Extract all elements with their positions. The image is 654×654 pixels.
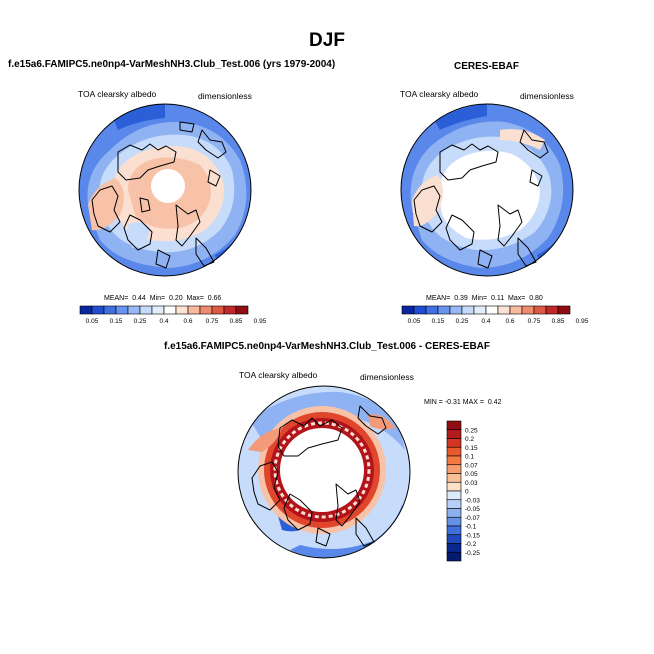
colorbar-tick-label: 0.15 [465, 445, 478, 452]
colorbar-tick-label: 0.85 [230, 318, 243, 325]
colorbar-tick-label: 0.07 [465, 462, 478, 469]
colorbar-tick-label: 0.95 [576, 318, 589, 325]
colorbar-tick-label: 0.6 [183, 318, 192, 325]
colorbar-swatch [533, 305, 547, 315]
colorbar-tick-label: 0.03 [465, 480, 478, 487]
colorbar-tick-label: 0 [465, 489, 469, 496]
colorbar-swatch [449, 305, 463, 315]
colorbar-swatch [401, 305, 415, 315]
colorbar-tick-label: 0.25 [134, 318, 147, 325]
panel1-title: f.e15a6.FAMIPC5.ne0np4-VarMeshNH3.Club_T… [8, 59, 336, 70]
panel2-variable-label: TOA clearsky albedo [400, 89, 479, 99]
colorbar-swatch [425, 305, 439, 315]
colorbar-swatch [446, 543, 462, 553]
colorbar-swatch [91, 305, 105, 315]
colorbar-tick-label: 0.05 [465, 471, 478, 478]
colorbar-swatch [446, 508, 462, 518]
colorbar-swatch [187, 305, 201, 315]
colorbar-tick-label: -0.1 [465, 524, 477, 531]
panel2-map [400, 103, 574, 277]
colorbar-swatch [79, 305, 93, 315]
panel3-map [237, 385, 411, 559]
colorbar-tick-label: 0.1 [465, 454, 474, 461]
panel3-units-label: dimensionless [360, 372, 414, 382]
colorbar-swatch [545, 305, 559, 315]
colorbar-swatch [115, 305, 129, 315]
colorbar-swatch [521, 305, 535, 315]
colorbar-swatch [446, 446, 462, 457]
colorbar-swatch [446, 473, 462, 483]
colorbar-swatch [446, 438, 462, 448]
colorbar-swatch [446, 455, 462, 466]
panel1-units-label: dimensionless [198, 91, 252, 101]
panel3-colorbar: 0.25 0.2 0.15 0.10.07 0.05 0.03 0-0.03 -0.05 -0.… [446, 420, 480, 562]
panel3-title: f.e15a6.FAMIPC5.ne0np4-VarMeshNH3.Club_T… [163, 341, 491, 352]
colorbar-tick-label: 0.2 [465, 436, 474, 443]
colorbar-swatch [175, 305, 189, 315]
colorbar-tick-label: 0.75 [528, 318, 541, 325]
colorbar-swatch [473, 305, 487, 315]
colorbar-swatch [485, 305, 499, 315]
page-title: DJF [309, 30, 345, 51]
panel2-title: CERES-EBAF [454, 61, 520, 72]
colorbar-swatch [446, 525, 462, 536]
colorbar-swatch [446, 516, 462, 527]
colorbar-tick-label: 0.15 [432, 318, 445, 325]
colorbar-swatch [509, 305, 523, 315]
colorbar-tick-label: 0.4 [159, 318, 168, 325]
colorbar-swatch [461, 305, 475, 315]
colorbar-swatch [446, 551, 462, 562]
colorbar-tick-label: 0.25 [456, 318, 469, 325]
colorbar-tick-label: 0.85 [552, 318, 565, 325]
colorbar-swatch [446, 481, 462, 492]
panel1-colorbar: 0.05 0.15 0.25 0.4 0.6 0.75 0.85 0.95 [79, 305, 267, 325]
colorbar-tick-label: -0.15 [465, 532, 480, 539]
colorbar-swatch [151, 305, 165, 315]
colorbar-swatch [446, 429, 462, 439]
colorbar-tick-label: 0.6 [505, 318, 514, 325]
colorbar-tick-label: 0.75 [206, 318, 219, 325]
colorbar-swatch [413, 305, 427, 315]
colorbar-tick-label: -0.25 [465, 550, 480, 557]
panel1-stats: MEAN= 0.44 Min= 0.20 Max= 0.66 [104, 295, 222, 302]
colorbar-tick-label: 0.15 [110, 318, 123, 325]
colorbar-swatch [497, 305, 511, 315]
colorbar-swatch [446, 499, 462, 509]
colorbar-swatch [446, 420, 462, 431]
panel2-stats: MEAN= 0.39 Min= 0.11 Max= 0.80 [426, 295, 543, 302]
colorbar-tick-label: 0.05 [86, 318, 99, 325]
colorbar-tick-label: -0.05 [465, 506, 480, 513]
colorbar-swatch [163, 305, 177, 315]
colorbar-tick-label: 0.05 [408, 318, 421, 325]
colorbar-swatch [103, 305, 117, 315]
colorbar-swatch [235, 305, 249, 315]
colorbar-swatch [437, 305, 451, 315]
colorbar-tick-label: 0.95 [254, 318, 267, 325]
colorbar-swatch [557, 305, 571, 315]
colorbar-swatch [127, 305, 141, 315]
panel1-map [78, 103, 252, 277]
colorbar-swatch [211, 305, 225, 315]
colorbar-swatch [446, 534, 462, 544]
panel1-variable-label: TOA clearsky albedo [78, 89, 157, 99]
panel2-units-label: dimensionless [520, 91, 574, 101]
panel3-minmax: MIN = -0.31 MAX = 0.42 [424, 399, 502, 406]
colorbar-swatch [139, 305, 153, 315]
colorbar-tick-label: -0.2 [465, 541, 477, 548]
colorbar-swatch [446, 464, 462, 474]
colorbar-tick-label: 0.4 [481, 318, 490, 325]
colorbar-swatch [199, 305, 213, 315]
colorbar-tick-label: 0.25 [465, 427, 478, 434]
colorbar-tick-label: -0.07 [465, 515, 480, 522]
colorbar-tick-label: -0.03 [465, 497, 480, 504]
colorbar-swatch [446, 490, 462, 501]
colorbar-swatch [223, 305, 237, 315]
panel3-variable-label: TOA clearsky albedo [239, 370, 318, 380]
panel2-colorbar: 0.05 0.15 0.25 0.4 0.6 0.75 0.85 0.95 [401, 305, 589, 325]
